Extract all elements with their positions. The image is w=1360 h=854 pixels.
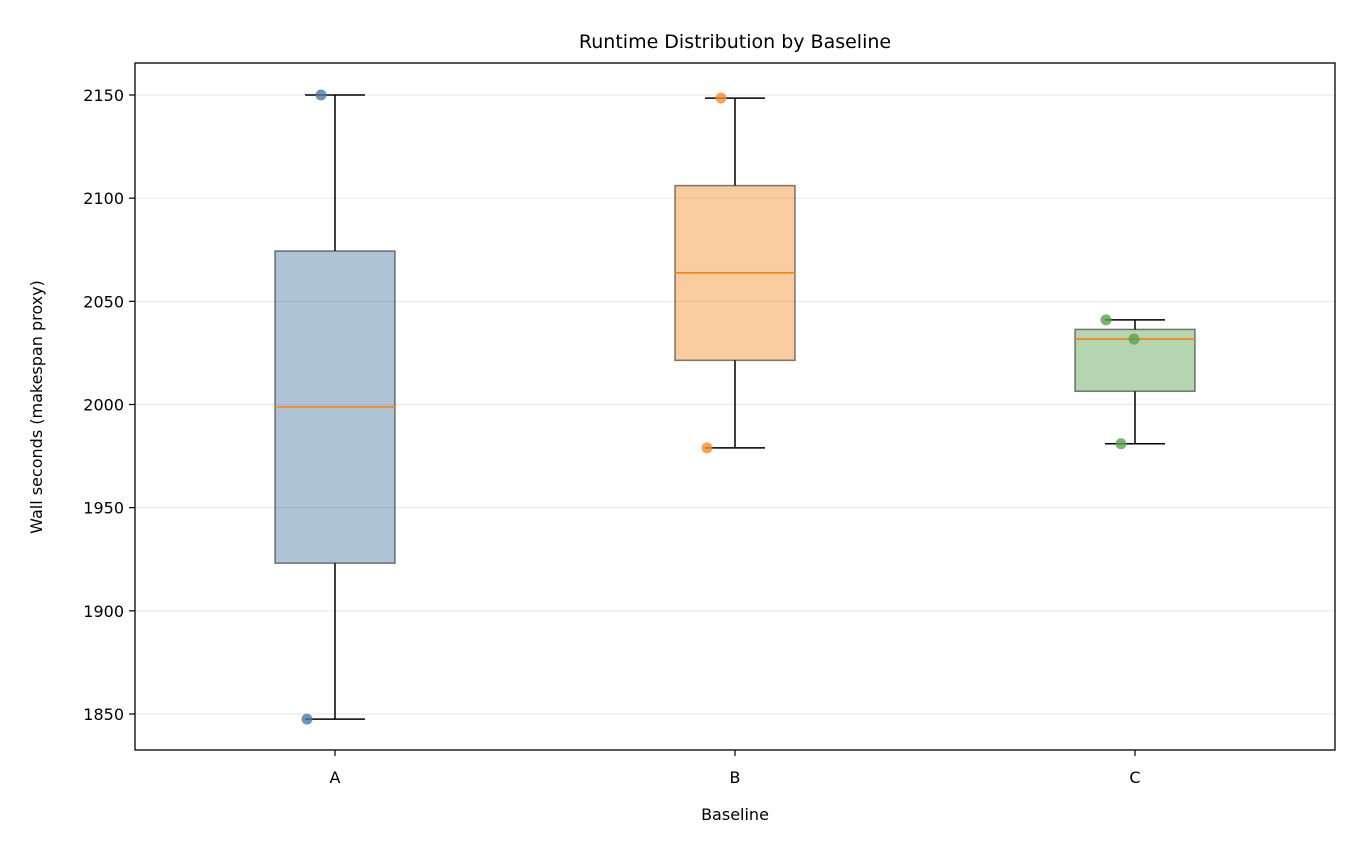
y-tick-label: 1850 (83, 705, 124, 724)
x-tick-label: B (730, 768, 741, 787)
data-point (1115, 438, 1127, 450)
data-point (701, 442, 713, 454)
y-tick-label: 2000 (83, 396, 124, 415)
y-tick-label: 2150 (83, 86, 124, 105)
x-axis-label: Baseline (701, 805, 769, 824)
data-point (1128, 333, 1140, 345)
x-tick-label: C (1129, 768, 1140, 787)
y-tick-label: 1900 (83, 602, 124, 621)
data-point (315, 89, 327, 101)
data-point (301, 713, 313, 725)
chart-title: Runtime Distribution by Baseline (579, 31, 891, 53)
y-tick-label: 1950 (83, 499, 124, 518)
y-tick-label: 2050 (83, 292, 124, 311)
data-point (1100, 314, 1112, 326)
y-axis-label: Wall seconds (makespan proxy) (27, 280, 46, 534)
data-point (715, 92, 727, 104)
x-tick-label: A (330, 768, 341, 787)
y-tick-label: 2100 (83, 189, 124, 208)
